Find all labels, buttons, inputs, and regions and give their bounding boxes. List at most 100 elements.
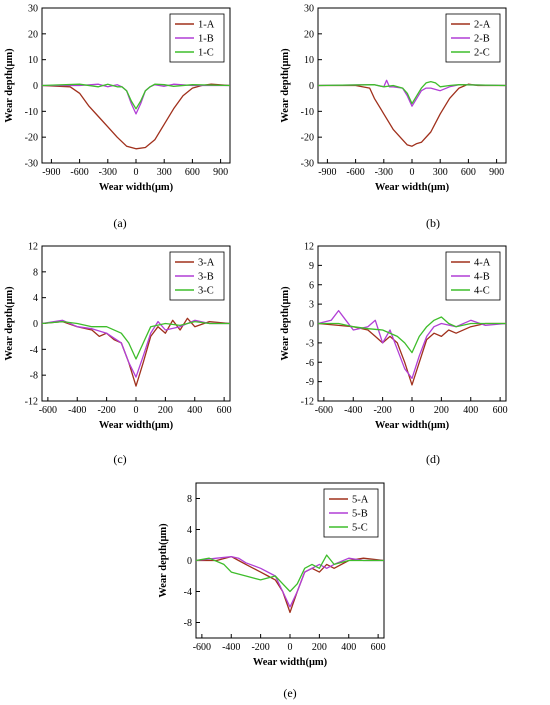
x-axis-title: Wear width(μm)	[253, 657, 328, 668]
chart-panel-2: -900 -600 -300 0 300 600 900 -30 -20 -10 0 10 20 30 We…	[280, 4, 507, 230]
y-axis-title: Wear depth(μm)	[4, 286, 15, 361]
y-tick-label: 0	[309, 81, 314, 92]
legend-label: 5-A	[352, 495, 369, 506]
y-axis-title: Wear depth(μm)	[158, 523, 169, 598]
series-line-4-C	[318, 316, 506, 354]
legend-label: 2-C	[474, 48, 490, 59]
y-tick-label: 4	[187, 525, 192, 536]
panel-caption: (c)	[113, 452, 126, 466]
y-tick-label: 8	[187, 494, 192, 505]
y-tick-label: -30	[25, 159, 38, 170]
series-line-5-C	[195, 554, 384, 593]
x-tick-label: -200	[97, 405, 115, 416]
y-tick-label: -12	[301, 397, 314, 408]
legend-label: 4-A	[474, 258, 491, 269]
x-tick-label: 0	[288, 642, 293, 653]
y-tick-label: -20	[301, 133, 314, 144]
x-tick-label: 200	[158, 405, 173, 416]
y-tick-label: 20	[28, 29, 38, 40]
legend-label: 1-C	[198, 48, 214, 59]
legend-label: 3-C	[198, 286, 214, 297]
x-tick-label: 0	[134, 405, 139, 416]
x-axis-title: Wear width(μm)	[375, 420, 450, 431]
x-axis-title: Wear width(μm)	[99, 420, 174, 431]
x-tick-label: -400	[222, 642, 240, 653]
x-tick-label: 0	[410, 405, 415, 416]
x-tick-label: -400	[344, 405, 362, 416]
legend-label: 5-C	[352, 523, 368, 534]
legend-label: 3-A	[198, 258, 215, 269]
series-line-5-B	[195, 555, 384, 608]
x-tick-label: -600	[39, 405, 57, 416]
x-tick-label: 400	[341, 642, 356, 653]
panel-caption: (a)	[113, 216, 126, 230]
y-tick-label: -4	[184, 587, 192, 598]
series-line-5-A	[196, 555, 385, 614]
y-tick-label: -8	[30, 371, 38, 382]
x-tick-label: -300	[99, 167, 117, 178]
x-tick-label: 200	[312, 642, 327, 653]
y-tick-label: -3	[306, 338, 314, 349]
series-line-2-C	[317, 80, 507, 105]
x-tick-label: 900	[213, 167, 228, 178]
series-line-3-C	[41, 320, 230, 360]
y-axis-title: Wear depth(μm)	[280, 48, 291, 123]
chart-panel-1: -900 -600 -300 0 300 600 900 -30 -20 -10 0 10 20 30 We…	[4, 4, 231, 230]
y-tick-label: -4	[30, 345, 38, 356]
legend-label: 1-B	[198, 34, 214, 45]
y-tick-label: -10	[301, 107, 314, 118]
x-tick-label: 0	[134, 167, 139, 178]
y-tick-label: 12	[304, 242, 314, 253]
y-axis-title: Wear depth(μm)	[280, 286, 291, 361]
legend-label: 5-B	[352, 509, 368, 520]
legend-label: 2-A	[474, 20, 491, 31]
x-tick-label: 600	[217, 405, 232, 416]
x-tick-label: 300	[433, 167, 448, 178]
series-line-2-A	[318, 83, 506, 147]
y-tick-label: -10	[25, 107, 38, 118]
y-tick-label: 30	[304, 4, 314, 15]
series-line-2-B	[317, 79, 507, 107]
y-tick-label: 10	[28, 55, 38, 66]
x-tick-label: -600	[193, 642, 211, 653]
y-tick-label: 0	[33, 81, 38, 92]
x-tick-label: 900	[489, 167, 504, 178]
y-tick-label: 4	[33, 293, 38, 304]
y-tick-label: 30	[28, 4, 38, 15]
x-tick-label: -200	[251, 642, 269, 653]
series-line-3-A	[41, 317, 231, 387]
legend-label: 4-B	[474, 272, 490, 283]
x-tick-label: 600	[371, 642, 386, 653]
y-tick-label: -20	[25, 133, 38, 144]
y-tick-label: 20	[304, 29, 314, 40]
series-line-1-C	[41, 83, 231, 110]
x-tick-label: -400	[68, 405, 86, 416]
x-tick-label: -600	[70, 167, 88, 178]
panel-caption: (b)	[426, 216, 440, 230]
y-tick-label: 12	[28, 242, 38, 253]
x-tick-label: -600	[346, 167, 364, 178]
y-tick-label: -6	[306, 358, 314, 369]
legend-label: 4-C	[474, 286, 490, 297]
y-tick-label: 8	[33, 267, 38, 278]
chart-panel-5: -600 -400 -200 0 200 400 600 -8 -4 0 4 8 Wear width(…	[158, 482, 386, 700]
y-tick-label: 9	[309, 261, 314, 272]
x-tick-label: -200	[373, 405, 391, 416]
x-tick-label: 600	[461, 167, 476, 178]
y-tick-label: 6	[309, 280, 314, 291]
y-tick-label: -12	[25, 397, 38, 408]
x-tick-label: 600	[493, 405, 508, 416]
panel-caption: (e)	[283, 686, 296, 700]
x-tick-label: 400	[187, 405, 202, 416]
x-axis-title: Wear width(μm)	[375, 182, 450, 193]
x-axis-title: Wear width(μm)	[99, 182, 174, 193]
x-tick-label: 200	[434, 405, 449, 416]
x-tick-label: -900	[42, 167, 60, 178]
y-tick-label: 0	[309, 319, 314, 330]
x-tick-label: -300	[375, 167, 393, 178]
y-tick-label: 0	[33, 319, 38, 330]
y-tick-label: 10	[304, 55, 314, 66]
x-tick-label: 0	[410, 167, 415, 178]
chart-panel-3: -600 -400 -200 0 200 400 600 -12 -8 -4 0 4 8 12 Wear w…	[4, 242, 232, 467]
